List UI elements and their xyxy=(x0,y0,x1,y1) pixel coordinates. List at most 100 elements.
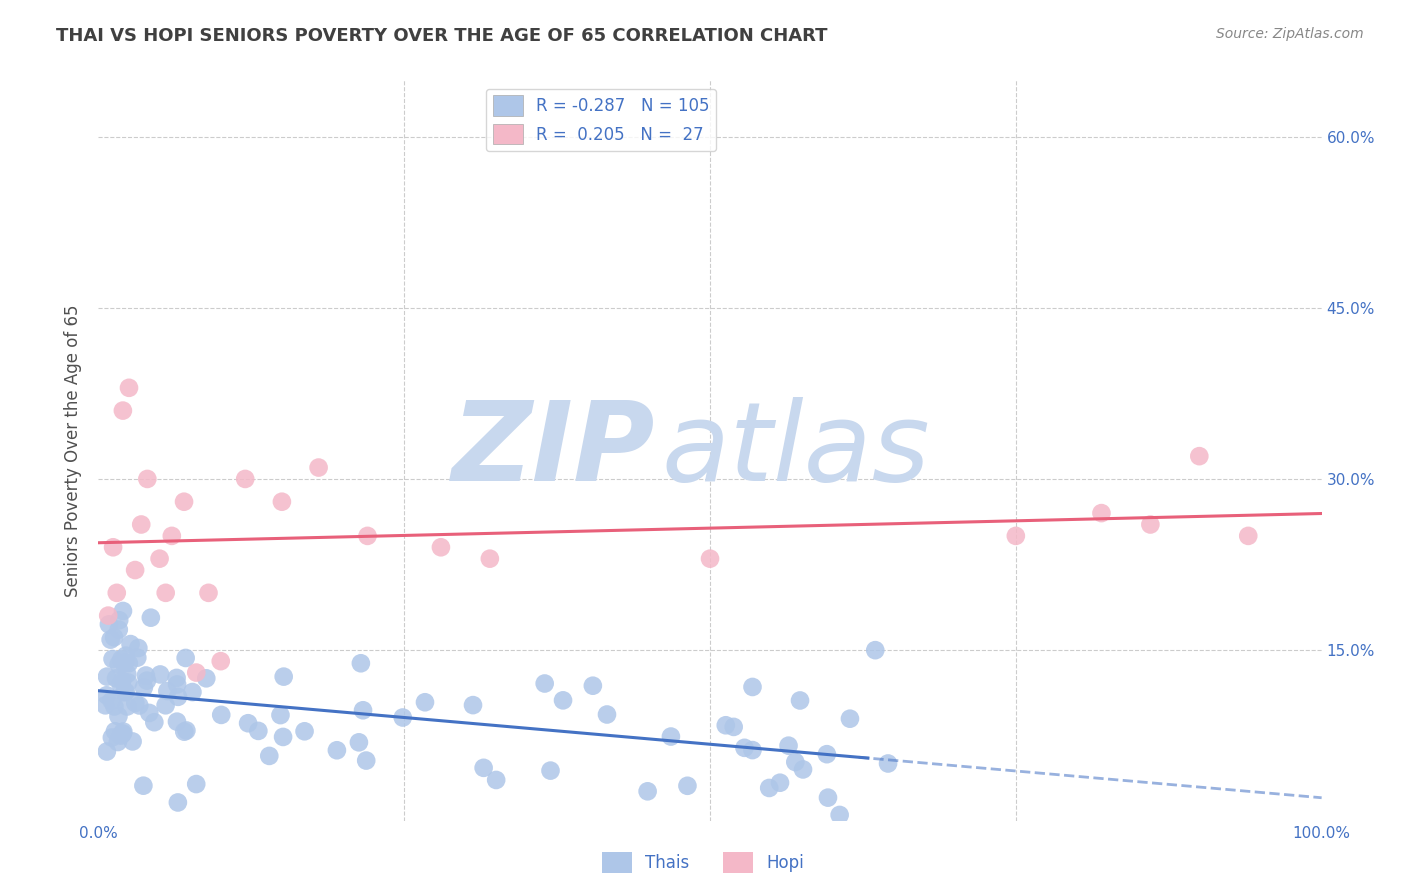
Point xyxy=(107,657,129,672)
Point xyxy=(637,784,659,798)
Point xyxy=(789,693,811,707)
Point xyxy=(124,563,146,577)
Point xyxy=(136,673,159,688)
Point xyxy=(129,517,152,532)
Point xyxy=(391,710,413,724)
Point xyxy=(350,657,373,671)
Point xyxy=(136,472,159,486)
Point xyxy=(114,648,136,663)
Point xyxy=(247,723,270,738)
Point xyxy=(166,671,188,685)
Point xyxy=(96,670,118,684)
Point xyxy=(100,694,122,708)
Point xyxy=(124,696,146,710)
Point xyxy=(101,731,124,745)
Point xyxy=(94,698,117,713)
Point xyxy=(112,685,135,699)
Point xyxy=(209,707,232,722)
Point xyxy=(111,604,134,618)
Point xyxy=(118,381,141,395)
Point xyxy=(259,748,281,763)
Point xyxy=(785,755,807,769)
Point xyxy=(186,665,208,680)
Point xyxy=(596,707,619,722)
Point xyxy=(103,630,125,644)
Text: Source: ZipAtlas.com: Source: ZipAtlas.com xyxy=(1216,27,1364,41)
Point xyxy=(149,667,172,681)
Point xyxy=(112,724,135,739)
Point xyxy=(112,657,135,671)
Point xyxy=(273,670,295,684)
Point xyxy=(485,772,508,787)
Point xyxy=(110,727,132,741)
Point xyxy=(127,650,149,665)
Point xyxy=(101,541,124,555)
Point xyxy=(741,743,763,757)
Point xyxy=(176,723,198,738)
Point xyxy=(105,586,128,600)
Point xyxy=(107,735,129,749)
Point xyxy=(139,610,162,624)
Point xyxy=(699,551,721,566)
Y-axis label: Seniors Poverty Over the Age of 65: Seniors Poverty Over the Age of 65 xyxy=(65,304,83,597)
Point xyxy=(792,763,814,777)
Point xyxy=(877,756,900,771)
Point xyxy=(181,685,204,699)
Legend: R = -0.287   N = 105, R =  0.205   N =  27: R = -0.287 N = 105, R = 0.205 N = 27 xyxy=(486,88,716,151)
Point xyxy=(356,529,378,543)
Point xyxy=(1090,506,1112,520)
Point xyxy=(828,808,851,822)
Point xyxy=(114,656,136,670)
Point xyxy=(734,740,756,755)
Point xyxy=(108,613,131,627)
Point xyxy=(659,730,682,744)
Point xyxy=(269,708,291,723)
Point xyxy=(135,668,157,682)
Point xyxy=(723,720,745,734)
Point xyxy=(354,754,377,768)
Point xyxy=(107,709,129,723)
Point xyxy=(166,677,188,691)
Point xyxy=(817,790,839,805)
Point xyxy=(96,688,118,702)
Point xyxy=(166,714,188,729)
Point xyxy=(104,724,127,739)
Point xyxy=(111,403,134,417)
Point xyxy=(540,764,562,778)
Point xyxy=(174,651,197,665)
Point xyxy=(132,681,155,695)
Point xyxy=(105,671,128,685)
Point xyxy=(347,735,370,749)
Point xyxy=(120,637,142,651)
Point xyxy=(110,677,132,691)
Point xyxy=(195,671,218,685)
Point xyxy=(149,551,172,566)
Point xyxy=(1004,529,1026,543)
Point xyxy=(233,472,256,486)
Point xyxy=(478,551,501,566)
Point xyxy=(1139,517,1161,532)
Point xyxy=(271,730,294,744)
Point xyxy=(1237,529,1260,543)
Point xyxy=(582,679,605,693)
Point xyxy=(186,777,208,791)
Point xyxy=(117,675,139,690)
Point xyxy=(173,724,195,739)
Point xyxy=(97,608,120,623)
Point xyxy=(115,699,138,714)
Point xyxy=(110,652,132,666)
Point xyxy=(551,693,574,707)
Point xyxy=(128,698,150,713)
Point xyxy=(865,643,887,657)
Point xyxy=(741,680,763,694)
Point xyxy=(121,734,143,748)
Point xyxy=(114,684,136,698)
Point xyxy=(430,541,453,555)
Point xyxy=(107,623,129,637)
Point xyxy=(326,743,349,757)
Point xyxy=(758,780,780,795)
Text: THAI VS HOPI SENIORS POVERTY OVER THE AGE OF 65 CORRELATION CHART: THAI VS HOPI SENIORS POVERTY OVER THE AG… xyxy=(56,27,828,45)
Point xyxy=(815,747,838,762)
Point xyxy=(714,718,737,732)
Point xyxy=(111,673,134,688)
